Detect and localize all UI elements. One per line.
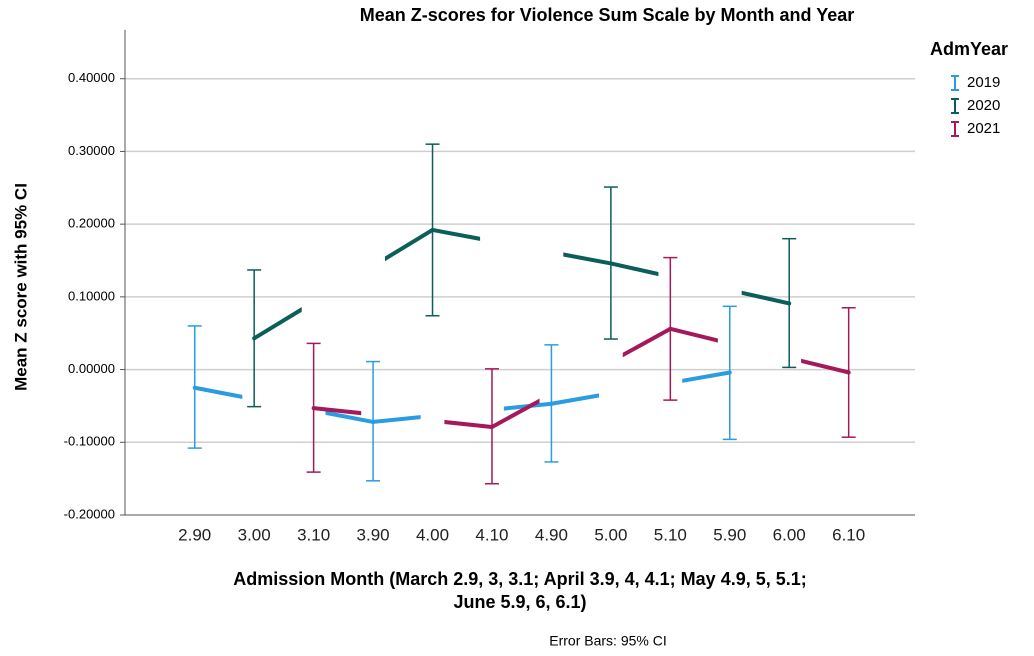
mean-point — [192, 385, 197, 390]
x-tick-label: 5.00 — [594, 525, 627, 544]
x-tick-label: 2.90 — [178, 525, 211, 544]
x-axis-label: Admission Month (March 2.9, 3, 3.1; Apri… — [233, 569, 807, 589]
x-tick-label: 4.10 — [475, 525, 508, 544]
y-tick-label: 0.10000 — [68, 288, 115, 303]
series-line — [372, 401, 552, 424]
mean-point — [371, 419, 376, 424]
mean-point — [311, 406, 316, 411]
x-tick-label: 5.90 — [713, 525, 746, 544]
chart-title: Mean Z-scores for Violence Sum Scale by … — [360, 5, 855, 25]
series-line — [491, 327, 672, 429]
mean-point — [430, 227, 435, 232]
x-axis-label: June 5.9, 6, 6.1) — [453, 592, 586, 612]
x-tick-label: 3.00 — [238, 525, 271, 544]
mean-point — [846, 370, 851, 375]
y-tick-label: 0.20000 — [68, 216, 115, 231]
mean-point — [549, 401, 554, 406]
x-tick-label: 5.10 — [654, 525, 687, 544]
legend-label: 2020 — [967, 97, 1000, 114]
series-line — [432, 227, 612, 266]
footnote: Error Bars: 95% CI — [549, 633, 666, 649]
series-line — [194, 385, 374, 424]
y-tick-label: -0.10000 — [64, 434, 115, 449]
x-tick-label: 3.90 — [357, 525, 390, 544]
y-tick-label: 0.00000 — [68, 361, 115, 376]
x-tick-label: 6.10 — [832, 525, 865, 544]
legend-title: AdmYear — [930, 39, 1008, 59]
y-axis-label: Mean Z score with 95% CI — [11, 183, 30, 391]
mean-point — [727, 370, 732, 375]
y-tick-label: 0.30000 — [68, 143, 115, 158]
legend-label: 2021 — [967, 120, 1000, 137]
mean-point — [608, 261, 613, 266]
x-tick-label: 3.10 — [297, 525, 330, 544]
mean-point — [252, 336, 257, 341]
series-line — [551, 370, 731, 406]
mean-point — [668, 326, 673, 331]
x-tick-label: 6.00 — [773, 525, 806, 544]
mean-point — [489, 425, 494, 430]
series-line — [669, 326, 850, 375]
y-tick-label: 0.40000 — [68, 70, 115, 85]
mean-point — [787, 301, 792, 306]
legend-label: 2019 — [967, 74, 1000, 91]
x-tick-label: 4.00 — [416, 525, 449, 544]
y-tick-label: -0.20000 — [64, 506, 115, 521]
series-line — [253, 228, 434, 341]
x-tick-label: 4.90 — [535, 525, 568, 544]
